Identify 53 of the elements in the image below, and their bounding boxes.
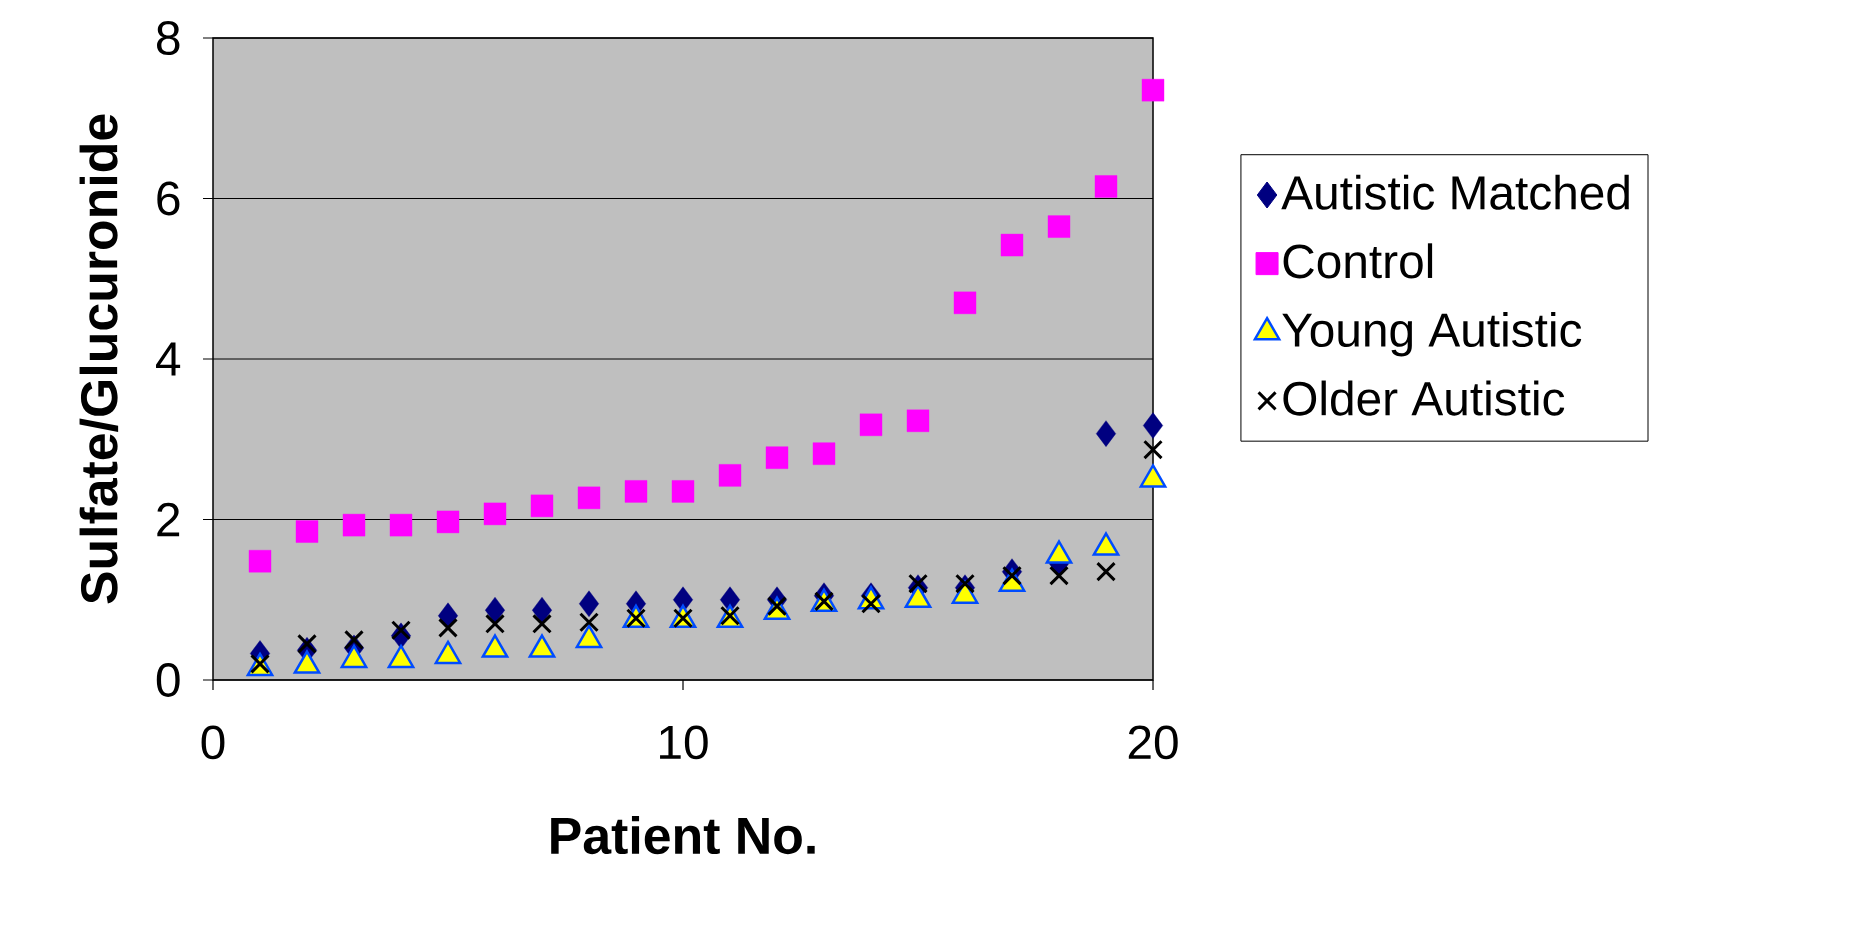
point <box>953 291 977 315</box>
point <box>485 596 505 624</box>
y-axis-title: Sulfate/Glucuronide <box>79 114 119 604</box>
point <box>391 620 411 641</box>
point <box>908 573 928 594</box>
legend-label: Control <box>1283 243 1433 279</box>
point <box>1002 565 1022 586</box>
point <box>624 480 648 503</box>
x-tick-label: 20 <box>1128 725 1178 760</box>
x-axis-title: Patient No. <box>551 816 815 855</box>
point <box>579 612 599 633</box>
point <box>1094 175 1118 198</box>
point <box>389 513 413 537</box>
point <box>532 613 552 634</box>
point <box>765 446 789 469</box>
point <box>1096 561 1116 582</box>
y-tick-label: 6 <box>157 181 180 216</box>
point <box>532 596 552 624</box>
point <box>577 486 601 510</box>
point <box>438 617 458 638</box>
point <box>671 480 695 503</box>
point <box>955 573 975 594</box>
point <box>483 502 507 526</box>
point <box>530 494 554 518</box>
y-tick-label: 4 <box>156 342 181 376</box>
point <box>248 550 272 573</box>
point <box>485 613 505 634</box>
point <box>1000 233 1024 257</box>
y-tick-label: 0 <box>156 663 180 697</box>
point <box>812 442 836 465</box>
point <box>861 593 881 614</box>
point <box>1049 565 1069 586</box>
legend-label: Older Autistic <box>1283 380 1565 416</box>
point <box>342 513 366 537</box>
y-tick-label: 8 <box>157 21 180 55</box>
point <box>718 464 742 487</box>
x-tick-label: 10 <box>660 725 708 760</box>
point <box>436 510 460 534</box>
point <box>579 590 599 617</box>
point <box>1143 412 1163 439</box>
legend-label: Young Autistic <box>1282 311 1582 357</box>
point <box>1047 215 1071 238</box>
point <box>297 633 317 654</box>
point <box>295 520 319 543</box>
point <box>1096 420 1116 447</box>
legend-label: Autistic Matched <box>1281 174 1629 210</box>
point <box>344 629 364 650</box>
y-tick-label: 2 <box>157 502 180 537</box>
point <box>1141 78 1165 102</box>
point <box>859 413 883 436</box>
point <box>906 409 930 432</box>
x-tick-label: 0 <box>201 725 225 760</box>
point <box>1143 439 1163 460</box>
